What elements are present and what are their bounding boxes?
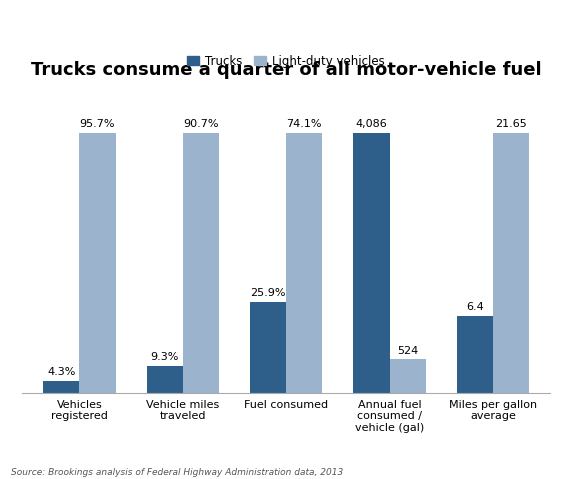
Bar — [183, 133, 219, 393]
Bar — [79, 133, 116, 393]
Title: Trucks consume a quarter of all motor-vehicle fuel: Trucks consume a quarter of all motor-ve… — [31, 61, 541, 79]
Bar — [493, 133, 529, 393]
Text: 95.7%: 95.7% — [80, 119, 115, 129]
Bar — [250, 302, 286, 393]
Bar — [457, 316, 493, 393]
Text: 524: 524 — [397, 345, 419, 355]
Text: 25.9%: 25.9% — [250, 288, 286, 298]
Bar — [389, 359, 426, 393]
Bar — [286, 133, 323, 393]
Bar — [146, 366, 183, 393]
Text: 6.4: 6.4 — [466, 302, 484, 312]
Bar — [43, 381, 79, 393]
Bar — [353, 133, 389, 393]
Text: 4.3%: 4.3% — [47, 367, 75, 377]
Text: 21.65: 21.65 — [495, 119, 527, 129]
Text: 4,086: 4,086 — [356, 119, 387, 129]
Text: Source: Brookings analysis of Federal Highway Administration data, 2013: Source: Brookings analysis of Federal Hi… — [11, 468, 343, 477]
Text: 74.1%: 74.1% — [287, 119, 322, 129]
Text: 90.7%: 90.7% — [183, 119, 219, 129]
Text: 9.3%: 9.3% — [150, 352, 179, 362]
Legend: Trucks, Light-duty vehicles: Trucks, Light-duty vehicles — [185, 52, 387, 70]
